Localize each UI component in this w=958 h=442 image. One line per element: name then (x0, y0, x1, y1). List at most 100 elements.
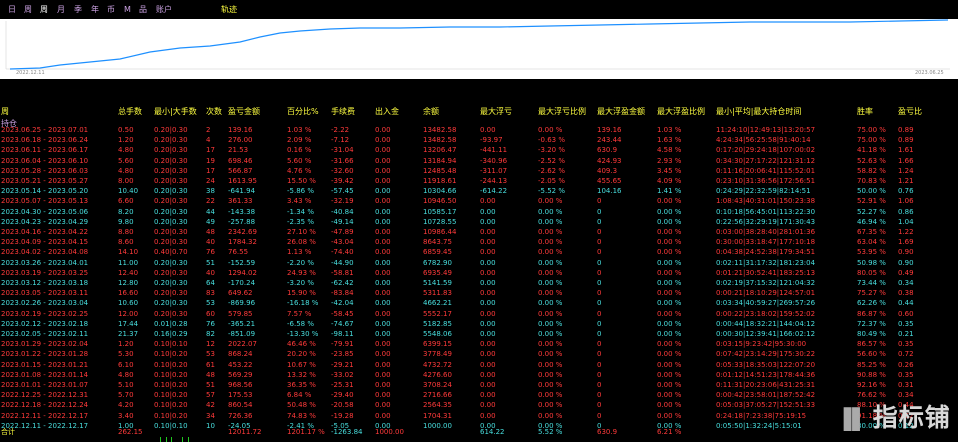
col-max-floating-loss: 最大浮亏 (480, 107, 512, 116)
tab-month[interactable]: 月 (57, 5, 65, 14)
row-max-floating-loss-pct: 0.00 % (538, 319, 563, 328)
row-min-max-lots: 0.20|0.30 (154, 166, 188, 175)
row-period: 2023.04.16 - 2023.04.22 (1, 228, 89, 236)
row-commission: -98.11 (331, 330, 354, 338)
row-total-lots: 5.60 (118, 156, 134, 165)
row-hold-time: 0:00:22|23:18:02|159:52:02 (716, 309, 816, 318)
table-row[interactable]: 2023.06.18 - 2023.06.24 1.20 0.20|0.30 4 276… (0, 135, 958, 145)
table-row[interactable]: 2023.04.09 - 2023.04.15 8.60 0.20|0.30 40 17… (0, 237, 958, 247)
row-max-floating-loss-pct: 0.00 % (538, 411, 563, 420)
row-deposit: 0.00 (375, 228, 391, 236)
table-row[interactable]: 2023.01.29 - 2023.02.04 1.20 0.10|0.10 12 20… (0, 339, 958, 349)
table-row[interactable]: 2022.12.18 - 2022.12.24 4.20 0.10|0.20 42 86… (0, 400, 958, 410)
table-row[interactable]: 2023.02.26 - 2023.03.04 10.60 0.20|0.30 53 -… (0, 298, 958, 308)
row-max-floating-loss-pct: 0.00 % (538, 126, 563, 134)
table-row[interactable]: 2023.06.11 - 2023.06.17 4.80 0.20|0.30 17 21… (0, 145, 958, 155)
row-hold-time: 0:02:11|31:17:32|181:23:04 (716, 258, 816, 267)
table-row[interactable]: 2023.02.12 - 2023.02.18 17.44 0.01|0.28 76 -… (0, 319, 958, 329)
row-balance: 6859.45 (423, 248, 452, 257)
row-percent: 74.83 % (287, 411, 316, 420)
table-row[interactable]: 2023.01.01 - 2023.01.07 5.10 0.10|0.20 51 96… (0, 380, 958, 390)
row-max-floating-loss-pct: -2.62 % (538, 166, 565, 175)
tick-mark (182, 437, 183, 442)
tab-year[interactable]: 年 (91, 5, 99, 14)
table-row[interactable]: 2023.02.05 - 2023.02.11 21.37 0.16|0.29 82 -… (0, 329, 958, 339)
row-balance: 5311.83 (423, 289, 452, 298)
table-row[interactable]: 2023.04.02 - 2023.04.08 14.10 0.40|0.70 76 7… (0, 247, 958, 257)
row-win-rate: 76.62 % (857, 391, 886, 400)
row-balance: 10946.50 (423, 197, 457, 206)
table-row[interactable]: 2022.12.11 - 2022.12.17 1.00 0.10|0.10 10 -2… (0, 421, 958, 431)
row-min-max-lots: 0.20|0.30 (154, 146, 188, 155)
row-min-max-lots: 0.20|0.30 (154, 197, 188, 206)
row-trade-count: 2 (206, 126, 211, 134)
row-hold-time: 0:03:34|40:59:27|269:57:26 (716, 299, 816, 308)
row-percent: 20.20 % (287, 350, 316, 359)
table-row[interactable]: 2023.05.21 - 2023.05.27 8.00 0.20|0.30 24 16… (0, 176, 958, 186)
row-max-floating-loss-pct: 0.00 % (538, 340, 563, 349)
row-commission: -43.04 (331, 238, 354, 247)
col-profit: 盈亏金额 (228, 107, 260, 116)
tab-magic[interactable]: M (124, 5, 131, 14)
table-row[interactable]: 2023.02.19 - 2023.02.25 12.00 0.20|0.30 60 5… (0, 309, 958, 319)
balance-line (9, 19, 949, 70)
table-row[interactable]: 2023.05.14 - 2023.05.20 10.40 0.20|0.30 38 -… (0, 186, 958, 196)
row-deposit: 0.00 (375, 279, 391, 287)
row-profit: -143.38 (228, 207, 256, 216)
row-profit-ratio: 1.61 (898, 146, 914, 155)
row-period: 2023.02.19 - 2023.02.25 (1, 309, 89, 318)
row-max-floating-loss-pct: 0.00 % (538, 268, 563, 277)
table-row[interactable]: 2023.06.04 - 2023.06.10 5.60 0.20|0.30 19 69… (0, 156, 958, 166)
row-profit-ratio: 0.26 (898, 360, 914, 369)
row-percent: 2.09 % (287, 136, 312, 145)
row-max-floating-profit: 0 (597, 330, 602, 338)
tab-currency[interactable]: 币 (107, 5, 115, 14)
row-hold-time: 0:22:56|32:29:19|171:30:43 (716, 217, 816, 226)
table-row[interactable]: 2022.12.25 - 2022.12.31 5.70 0.10|0.20 57 17… (0, 390, 958, 400)
row-commission: -7.12 (331, 136, 350, 145)
table-row[interactable]: 2023.04.30 - 2023.05.06 8.20 0.20|0.30 44 -1… (0, 207, 958, 217)
row-win-rate: 50.00 % (857, 187, 886, 196)
row-period: 2023.01.15 - 2023.01.21 (1, 360, 89, 369)
row-period: 2023.01.29 - 2023.02.04 (1, 340, 89, 349)
table-row[interactable]: 2023.01.22 - 2023.01.28 5.30 0.10|0.20 53 86… (0, 349, 958, 359)
row-profit: 1613.95 (228, 177, 257, 185)
table-row[interactable]: 2023.03.19 - 2023.03.25 12.40 0.20|0.30 40 1… (0, 268, 958, 278)
table-row[interactable]: 2023.05.28 - 2023.06.03 4.80 0.20|0.30 17 56… (0, 166, 958, 176)
table-row[interactable]: 2023.03.12 - 2023.03.18 12.80 0.20|0.30 64 -… (0, 278, 958, 288)
row-commission: -32.60 (331, 166, 354, 175)
table-row[interactable]: 2023.03.26 - 2023.04.01 11.00 0.20|0.30 51 -… (0, 258, 958, 268)
tab-track[interactable]: 轨迹 (221, 5, 237, 14)
row-percent: -2.35 % (287, 217, 314, 226)
row-profit-ratio: 0.90 (898, 258, 914, 267)
tab-week-1[interactable]: 周 (24, 5, 32, 14)
row-percent: -6.58 % (287, 319, 314, 328)
row-max-floating-profit: 0 (597, 421, 602, 430)
tab-symbol[interactable]: 品 (139, 5, 147, 14)
row-min-max-lots: 0.10|0.20 (154, 411, 188, 420)
table-row[interactable]: 2023.01.15 - 2023.01.21 6.10 0.10|0.20 61 45… (0, 360, 958, 370)
tab-week[interactable]: 周 (40, 5, 48, 14)
table-row[interactable]: 2022.12.11 - 2022.12.17 3.40 0.10|0.20 34 72… (0, 411, 958, 421)
row-period: 2023.06.18 - 2023.06.24 (1, 136, 89, 145)
tab-account[interactable]: 账户 (156, 5, 172, 14)
row-max-floating-profit: 139.16 (597, 126, 622, 134)
table-row[interactable]: 2023.01.08 - 2023.01.14 4.80 0.10|0.20 48 56… (0, 370, 958, 380)
table-row[interactable]: 2023.06.25 - 2023.07.01 0.50 0.20|0.30 2 139… (0, 125, 958, 135)
row-percent: 6.84 % (287, 391, 312, 400)
table-row[interactable]: 2023.03.05 - 2023.03.11 16.60 0.20|0.30 83 6… (0, 288, 958, 298)
row-trade-count: 24 (206, 177, 215, 185)
tab-quarter[interactable]: 季 (74, 5, 82, 14)
row-min-max-lots: 0.10|0.20 (154, 401, 188, 410)
tab-day[interactable]: 日 (8, 5, 16, 14)
row-total-lots: 8.00 (118, 177, 134, 185)
table-row[interactable]: 2023.04.23 - 2023.04.29 9.80 0.20|0.30 49 -2… (0, 217, 958, 227)
row-win-rate: 50.98 % (857, 258, 886, 267)
table-row[interactable]: 2023.05.07 - 2023.05.13 6.60 0.20|0.30 22 36… (0, 196, 958, 206)
row-profit-ratio: 1.21 (898, 177, 914, 185)
row-percent: 15.50 % (287, 177, 316, 185)
row-max-floating-profit-pct: 0.00 % (657, 360, 682, 369)
row-commission: -40.84 (331, 207, 354, 216)
row-period: 2023.06.11 - 2023.06.17 (1, 146, 89, 155)
table-row[interactable]: 2023.04.16 - 2023.04.22 8.80 0.20|0.30 48 23… (0, 227, 958, 237)
